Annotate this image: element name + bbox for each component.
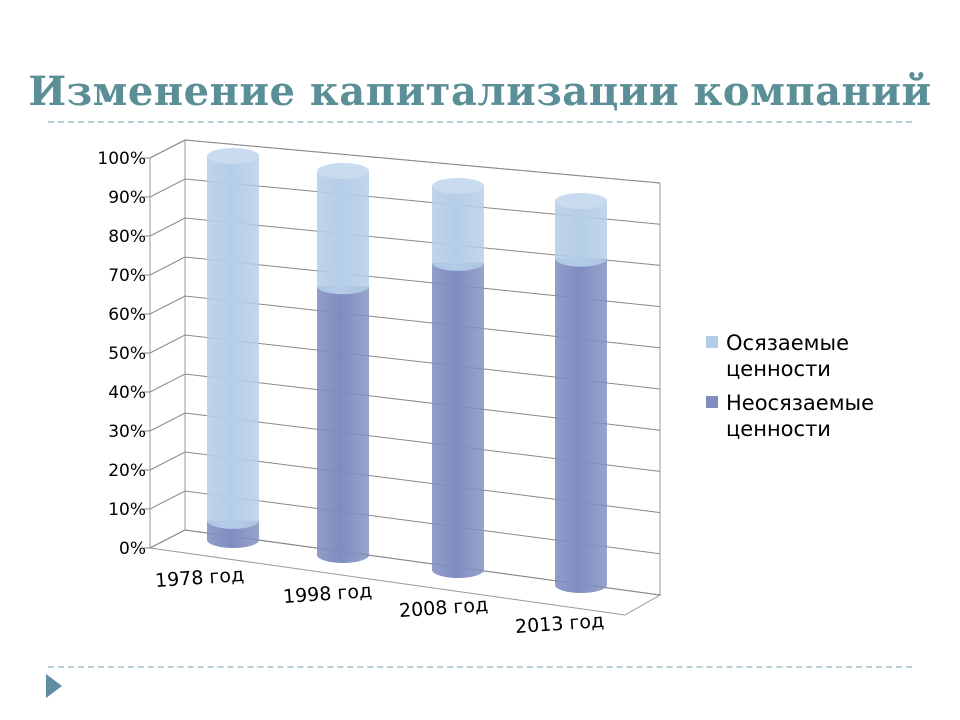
bar-segment-intangible: [555, 258, 607, 593]
legend-item-tangible: Осязаемые ценности: [706, 330, 926, 382]
y-tick-label: 10%: [108, 500, 146, 520]
bar-segment-tangible: [317, 171, 369, 295]
legend-item-intangible: Неосязаемые ценности: [706, 390, 926, 442]
gridline: [149, 373, 661, 431]
x-category-label: 2008 год: [398, 594, 488, 622]
title-divider: [48, 121, 912, 123]
bar-segment-intangible: [432, 262, 484, 578]
legend-label-tangible: Осязаемые ценности: [726, 331, 850, 381]
gridline: [149, 412, 661, 472]
gridline: [149, 178, 661, 225]
bar-top-cap: [432, 178, 484, 194]
x-category-label: 1998 год: [282, 580, 372, 608]
legend-swatch-intangible: [706, 396, 718, 408]
bar-top-cap: [555, 193, 607, 209]
bar-top-cap: [317, 163, 369, 179]
gridline: [149, 334, 661, 390]
play-arrow-icon: [46, 674, 62, 698]
bar-segment-tangible: [207, 156, 259, 529]
gridline: [149, 451, 661, 514]
slide-title: Изменение капитализации компаний: [28, 68, 932, 115]
y-tick-label: 60%: [108, 305, 146, 325]
legend-swatch-tangible: [706, 336, 718, 348]
chart-legend: Осязаемые ценности Неосязаемые ценности: [706, 330, 926, 450]
y-tick-label: 70%: [108, 266, 146, 286]
y-tick-label: 30%: [108, 422, 146, 442]
y-tick-label: 100%: [97, 149, 146, 169]
y-tick-label: 80%: [108, 227, 146, 247]
y-tick-label: 90%: [108, 188, 146, 208]
gridline: [149, 217, 661, 266]
y-tick-label: 20%: [108, 461, 146, 481]
y-tick-label: 40%: [108, 383, 146, 403]
x-category-label: 1978 год: [154, 564, 244, 592]
y-tick-label: 0%: [119, 539, 146, 559]
footer-divider: [48, 666, 912, 668]
gridline: [149, 529, 661, 596]
bar-segment-tangible: [555, 201, 607, 267]
y-tick-label: 50%: [108, 344, 146, 364]
bar-top-cap: [207, 148, 259, 164]
gridline: [149, 139, 661, 184]
legend-label-intangible: Неосязаемые ценности: [726, 391, 875, 441]
gridline: [149, 490, 661, 555]
gridline: [149, 295, 661, 349]
bar-segment-intangible: [317, 286, 369, 563]
x-category-label: 2013 год: [514, 610, 604, 638]
gridline: [149, 256, 661, 308]
bar-segment-tangible: [432, 186, 484, 271]
